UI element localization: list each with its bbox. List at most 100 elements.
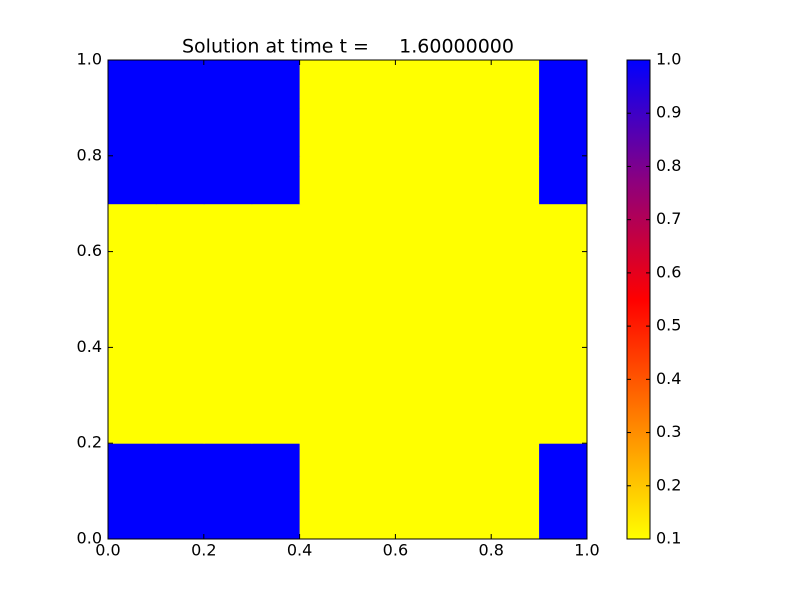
heatmap-cell xyxy=(347,203,396,253)
heatmap-cell xyxy=(443,443,492,492)
heatmap-cell xyxy=(299,107,348,157)
heatmap-cell xyxy=(108,251,157,300)
heatmap-cell xyxy=(155,443,205,492)
colorbar-tick-label: 0.1 xyxy=(656,529,681,548)
x-tick-label: 1.0 xyxy=(574,541,599,560)
heatmap-cell xyxy=(347,491,396,540)
heatmap-cell xyxy=(108,203,157,253)
plot-frame xyxy=(107,59,588,540)
heatmap-cell xyxy=(155,347,205,396)
heatmap-cell xyxy=(443,347,492,396)
heatmap-cell xyxy=(443,299,492,348)
heatmap-cell xyxy=(443,395,492,444)
heatmap-cell xyxy=(108,107,157,157)
heatmap-cell xyxy=(203,251,253,300)
heatmap-cell xyxy=(395,299,444,348)
heatmap-cell xyxy=(299,443,348,492)
heatmap-cell xyxy=(251,299,301,348)
colorbar-tick-label: 1.0 xyxy=(656,50,681,69)
heatmap-cell xyxy=(539,443,588,492)
heatmap-cell xyxy=(347,251,396,300)
heatmap-cell xyxy=(251,155,301,205)
heatmap-cell xyxy=(155,395,205,444)
chart-title: Solution at time t = 1.60000000 xyxy=(182,36,514,58)
colorbar-tick-label: 0.8 xyxy=(656,156,681,175)
y-tick-label: 1.0 xyxy=(77,50,102,69)
heatmap-cell xyxy=(251,203,301,253)
heatmap-cell xyxy=(299,251,348,300)
heatmap-cell xyxy=(155,60,205,109)
heatmap-cell xyxy=(443,203,492,253)
heatmap-cell xyxy=(251,60,301,109)
heatmap-cell xyxy=(539,203,588,253)
heatmap-cell xyxy=(155,107,205,157)
heatmap-cell xyxy=(539,347,588,396)
heatmap-cell xyxy=(443,491,492,540)
heatmap-cell xyxy=(299,299,348,348)
heatmap-cell xyxy=(108,347,157,396)
heatmap-cell xyxy=(203,155,253,205)
y-tick-label: 0.0 xyxy=(77,529,102,548)
heatmap-cell xyxy=(203,107,253,157)
heatmap-cell xyxy=(395,347,444,396)
heatmap-cell xyxy=(443,155,492,205)
colorbar-tick-label: 0.5 xyxy=(656,316,681,335)
colorbar-tick-label: 0.9 xyxy=(656,103,681,122)
heatmap-cell xyxy=(443,107,492,157)
heatmap-cell xyxy=(491,60,540,109)
heatmap-cell xyxy=(203,443,253,492)
colorbar xyxy=(626,59,651,540)
heatmap-cell xyxy=(395,107,444,157)
heatmap-cell xyxy=(251,491,301,540)
x-tick-label: 0.8 xyxy=(478,541,503,560)
heatmap-cell xyxy=(203,395,253,444)
heatmap-cell xyxy=(539,491,588,540)
heatmap-cell xyxy=(395,251,444,300)
heatmap-cell xyxy=(299,60,348,109)
heatmap-cell xyxy=(108,155,157,205)
x-tick-label: 0.2 xyxy=(191,541,216,560)
heatmap-cell xyxy=(108,395,157,444)
heatmap-cell xyxy=(443,251,492,300)
heatmap-cell xyxy=(108,299,157,348)
colorbar-tick-label: 0.6 xyxy=(656,262,681,281)
x-tick-label: 0.0 xyxy=(95,541,120,560)
heatmap-cell xyxy=(347,347,396,396)
heatmap-cell xyxy=(299,155,348,205)
heatmap-cell xyxy=(155,155,205,205)
heatmap-cell xyxy=(203,347,253,396)
heatmap-cell xyxy=(491,395,540,444)
heatmap-cell xyxy=(155,251,205,300)
heatmap-cell xyxy=(539,299,588,348)
heatmap-cell xyxy=(347,299,396,348)
heatmap-cell xyxy=(491,107,540,157)
heatmap-cell xyxy=(347,60,396,109)
heatmap-cell xyxy=(539,107,588,157)
heatmap-cell xyxy=(491,443,540,492)
heatmap-cell xyxy=(443,60,492,109)
colorbar-tick-label: 0.2 xyxy=(656,475,681,494)
heatmap-cell xyxy=(491,203,540,253)
heatmap-cell xyxy=(539,251,588,300)
y-tick-label: 0.6 xyxy=(77,241,102,260)
heatmap-cell xyxy=(347,155,396,205)
heatmap-cell xyxy=(299,203,348,253)
heatmap-cell xyxy=(155,203,205,253)
heatmap-cell xyxy=(203,491,253,540)
colorbar-tick-label: 0.4 xyxy=(656,369,681,388)
heatmap-cell xyxy=(539,155,588,205)
y-tick-label: 0.4 xyxy=(77,337,102,356)
heatmap-cell xyxy=(251,107,301,157)
heatmap-cell xyxy=(108,60,157,109)
heatmap-cell xyxy=(395,491,444,540)
heatmap-cell xyxy=(539,395,588,444)
heatmap-cell xyxy=(539,60,588,109)
heatmap-cell xyxy=(395,395,444,444)
colorbar-tick-label: 0.7 xyxy=(656,209,681,228)
heatmap-cell xyxy=(491,155,540,205)
heatmap-cell xyxy=(395,60,444,109)
heatmap-cell xyxy=(395,443,444,492)
heatmap-cell xyxy=(251,347,301,396)
y-tick-label: 0.8 xyxy=(77,145,102,164)
